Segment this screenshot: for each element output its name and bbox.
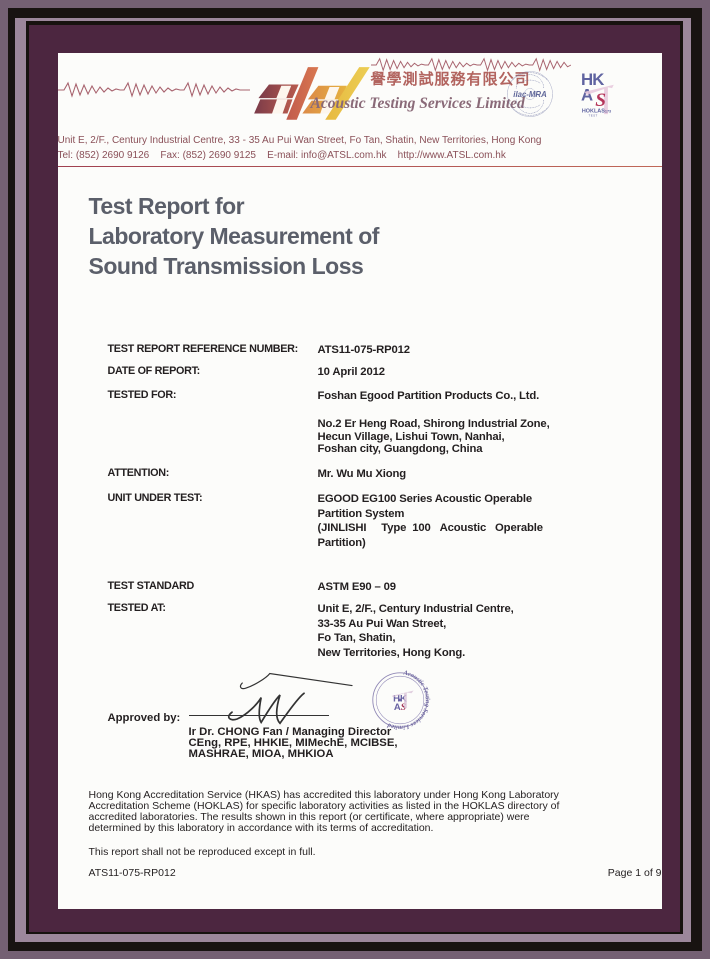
svg-text:S: S: [595, 89, 606, 110]
svg-text:A: A: [581, 85, 593, 104]
svg-text:TEST: TEST: [588, 113, 597, 117]
svg-text:ilac-MRA: ilac-MRA: [513, 90, 547, 99]
